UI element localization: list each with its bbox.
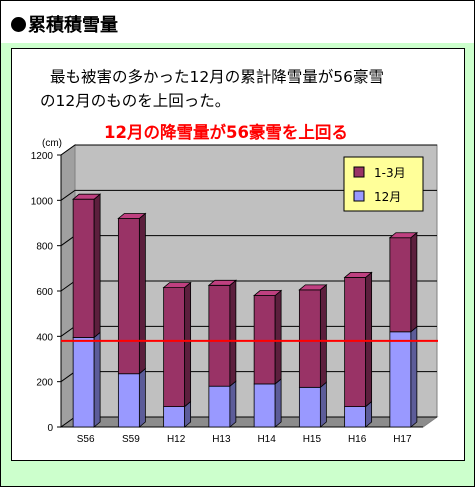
description: 最も被害の多かった12月の累計降雪量が56豪雪 の12月のものを上回った。 [40,65,460,113]
x-tick-label: S56 [77,434,95,445]
legend-label: 1-3月 [374,166,406,180]
page-title: 累積積雪量 [11,11,118,37]
bar-H13-jan-mar [208,284,231,387]
x-tick-label: H16 [348,434,367,445]
description-line-1: 最も被害の多かった12月の累計降雪量が56豪雪 [50,68,384,86]
bar-top [388,232,418,239]
description-line-2: の12月のものを上回った。 [40,92,231,110]
bar-H15-dec [298,386,321,428]
header-bar: 累積積雪量 [1,1,474,43]
chart-title: 12月の降雪量が56豪雪を上回る [104,123,348,142]
bar-S59-jan-mar [117,218,140,375]
bar-side [319,381,327,428]
bar-top [72,193,102,200]
y-tick-label: 400 [36,332,53,343]
bar-side [274,289,282,385]
bar-H14-dec [253,383,276,428]
y-tick-label: 200 [36,378,53,389]
bar-H16-dec [344,406,367,428]
gridline [60,189,437,201]
legend [343,156,424,212]
bar-H12-dec [163,406,186,428]
bar-top [162,282,192,289]
bar-top [207,279,237,286]
bar-top [298,284,328,291]
bar-H15-jan-mar [298,289,321,388]
bar-S56-jan-mar [72,198,95,338]
bar-top [253,290,283,296]
legend-swatch [353,166,365,178]
bar-side [138,212,146,375]
bar-S59-dec [117,373,140,428]
x-tick-label: H17 [393,434,412,445]
y-tick-label: 600 [36,287,53,298]
y-axis-label: (cm) [42,138,62,149]
bar-H14-jan-mar [253,295,276,385]
bar-top [343,271,373,278]
y-tick-label: 0 [47,423,53,434]
bar-side [319,284,327,389]
bar-side [138,367,146,428]
gridline [60,144,437,156]
bar-side [229,279,237,388]
y-tick-label: 800 [36,242,53,253]
bar-H12-jan-mar [163,287,186,408]
bar-side [184,281,192,408]
floor [59,416,439,428]
y-tick-label: 1000 [31,196,54,207]
bar-side [229,380,237,428]
bar-side [365,271,373,408]
bar-H17-dec [389,331,412,428]
bar-side [93,193,101,339]
bar-side [93,331,101,428]
legend-label: 12月 [374,190,401,204]
bullet-icon [11,17,26,32]
bar-H13-dec [208,385,231,428]
bar-side [410,231,418,333]
legend-swatch [353,190,365,202]
bar-top [117,213,147,219]
bar-H17-jan-mar [389,237,412,333]
x-tick-label: H15 [303,434,322,445]
bar-side [274,378,282,428]
page-title-text: 累積積雪量 [28,15,118,36]
x-tick-label: S59 [122,434,140,445]
x-tick-label: H12 [167,434,186,445]
x-tick-label: H13 [212,434,231,445]
bar-S56-dec [72,337,95,428]
x-tick-label: H14 [257,434,276,445]
bar-H16-jan-mar [344,276,367,407]
y-tick-label: 1200 [31,151,54,162]
